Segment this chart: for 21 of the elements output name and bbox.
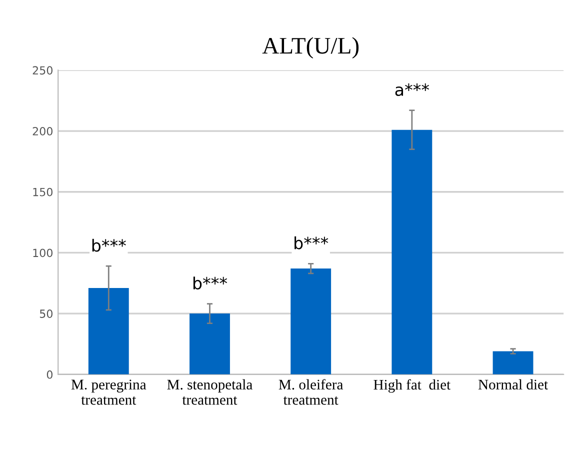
y-tick-label: 50 xyxy=(40,310,52,318)
bar xyxy=(492,351,534,374)
data-label: b*** xyxy=(193,276,228,290)
x-tick-label: M. oleifera treatment xyxy=(278,379,344,405)
y-tick-label: 200 xyxy=(32,127,52,136)
bar xyxy=(392,130,432,374)
chart-title: ALT(U/L) xyxy=(262,37,359,59)
y-tick-label: 0 xyxy=(46,370,52,379)
bar xyxy=(190,314,230,374)
x-tick-label: Normal diet xyxy=(478,379,548,390)
y-tick-label: 250 xyxy=(32,66,52,75)
data-label: b*** xyxy=(92,238,126,252)
y-tick-label: 150 xyxy=(33,188,52,196)
bar xyxy=(290,268,332,374)
data-label: b*** xyxy=(294,236,328,250)
x-tick-label: High fat diet xyxy=(374,379,451,393)
bar xyxy=(88,288,129,374)
x-tick-label: M. stenopetala treatment xyxy=(167,379,252,405)
x-tick-label: M. peregrina treatment xyxy=(71,380,146,405)
data-label: a*** xyxy=(395,83,430,96)
y-tick-label: 100 xyxy=(33,248,52,258)
